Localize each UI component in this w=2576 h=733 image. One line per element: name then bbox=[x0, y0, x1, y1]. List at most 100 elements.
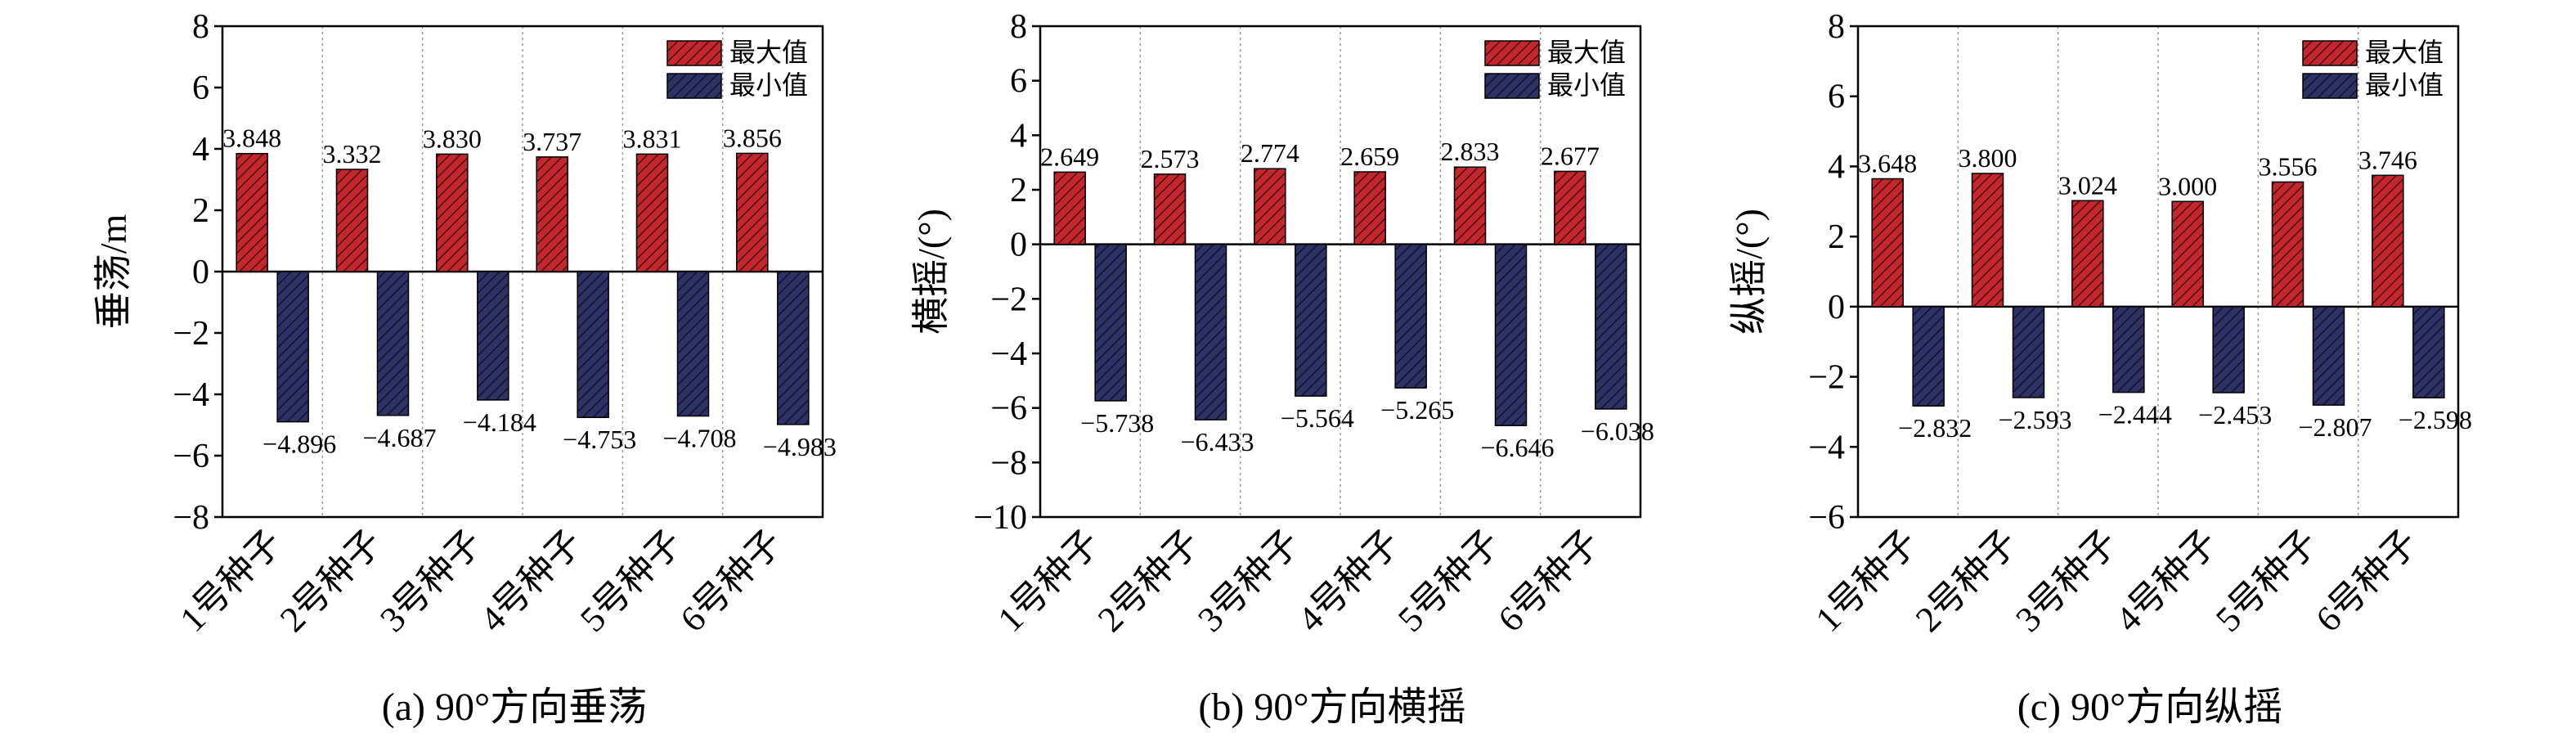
data-label: 3.800 bbox=[1959, 143, 2017, 173]
max-bar bbox=[736, 152, 769, 272]
y-tick-label: −10 bbox=[973, 499, 1027, 537]
data-label: 2.833 bbox=[1441, 137, 1500, 166]
x-category-label: 4号种子 bbox=[473, 522, 590, 640]
x-category-label: 5号种子 bbox=[2208, 522, 2326, 640]
min-bar bbox=[676, 271, 710, 417]
data-label: −6.433 bbox=[1180, 427, 1254, 456]
y-tick-label: −2 bbox=[990, 281, 1027, 318]
max-bar bbox=[635, 153, 669, 272]
data-label: 3.831 bbox=[623, 124, 682, 153]
x-category-label: 5号种子 bbox=[572, 522, 690, 640]
data-label: −4.896 bbox=[263, 429, 336, 459]
max-bar bbox=[1053, 171, 1086, 245]
legend-swatch-max bbox=[666, 40, 722, 66]
x-category-label: 2号种子 bbox=[272, 522, 390, 640]
min-bar bbox=[2112, 306, 2145, 393]
y-tick-label: 2 bbox=[1828, 218, 1845, 256]
data-label: −2.453 bbox=[2198, 400, 2272, 429]
legend-swatch-min bbox=[2302, 73, 2358, 99]
x-category-label: 3号种子 bbox=[1190, 522, 1308, 640]
y-tick-label: −6 bbox=[173, 438, 209, 475]
y-tick-label: −8 bbox=[990, 444, 1027, 482]
max-bar bbox=[335, 169, 369, 272]
y-tick-label: −2 bbox=[173, 315, 209, 353]
y-tick-label: 0 bbox=[192, 254, 209, 291]
panel-caption: (b) 90°方向横摇 bbox=[1198, 686, 1465, 729]
data-label: −6.038 bbox=[1581, 416, 1654, 446]
data-label: 3.746 bbox=[2358, 145, 2417, 174]
data-label: 3.332 bbox=[323, 139, 382, 169]
data-label: 2.649 bbox=[1040, 142, 1099, 171]
chart-panel-2: 2.649 2.573 2.774 2.659 2.833 2.677 −5.738 −6.4… bbox=[910, 8, 1654, 729]
y-tick-label: 6 bbox=[192, 70, 209, 107]
min-bar bbox=[777, 271, 810, 425]
min-bar bbox=[477, 271, 509, 401]
max-bar bbox=[1254, 168, 1286, 245]
y-tick-label: −6 bbox=[990, 390, 1027, 428]
legend-label-max: 最大值 bbox=[1547, 38, 1626, 67]
x-category-label: 5号种子 bbox=[1390, 522, 1508, 640]
data-label: −4.184 bbox=[463, 407, 536, 437]
legend-label-min: 最小值 bbox=[1547, 70, 1626, 100]
data-label: −4.708 bbox=[662, 424, 736, 453]
panel-caption: (a) 90°方向垂荡 bbox=[382, 686, 647, 729]
x-category-label: 2号种子 bbox=[1090, 522, 1208, 640]
data-label: 3.648 bbox=[1858, 149, 1917, 178]
data-label: −2.832 bbox=[1898, 413, 1972, 443]
max-bar bbox=[236, 152, 268, 272]
y-tick-label: 4 bbox=[192, 131, 209, 169]
data-label: 2.659 bbox=[1340, 142, 1399, 171]
data-label: 3.737 bbox=[523, 127, 581, 156]
data-label: −5.738 bbox=[1080, 408, 1154, 438]
min-bar bbox=[1094, 243, 1127, 402]
x-category-label: 6号种子 bbox=[672, 522, 790, 640]
y-tick-label: 2 bbox=[192, 192, 209, 230]
min-bar bbox=[276, 271, 309, 423]
y-tick-label: 6 bbox=[1010, 63, 1027, 101]
plot-frame bbox=[1039, 25, 1642, 519]
data-label: 3.024 bbox=[2058, 170, 2117, 200]
legend-label-min: 最小值 bbox=[729, 70, 808, 100]
min-bar bbox=[1912, 306, 1945, 407]
data-label: 3.830 bbox=[423, 124, 482, 153]
y-tick-label: 4 bbox=[1828, 148, 1845, 186]
max-bar bbox=[1871, 178, 1904, 308]
max-bar bbox=[2271, 181, 2304, 308]
legend-label-min: 最小值 bbox=[2365, 70, 2444, 100]
min-bar bbox=[1394, 243, 1427, 389]
data-label: 3.000 bbox=[2158, 171, 2217, 200]
y-tick-label: −2 bbox=[1808, 359, 1845, 397]
max-bar bbox=[436, 153, 469, 272]
x-category-label: 1号种子 bbox=[173, 522, 290, 640]
y-tick-label: 8 bbox=[192, 8, 209, 46]
min-bar bbox=[2012, 306, 2045, 398]
max-bar bbox=[536, 156, 568, 272]
x-category-label: 6号种子 bbox=[2308, 522, 2426, 640]
data-label: −2.444 bbox=[2098, 400, 2172, 429]
y-tick-label: 0 bbox=[1828, 289, 1845, 326]
x-category-label: 6号种子 bbox=[1490, 522, 1608, 640]
data-label: −2.807 bbox=[2298, 412, 2372, 442]
max-bar bbox=[2171, 200, 2204, 308]
data-label: 2.677 bbox=[1541, 141, 1600, 170]
max-bar bbox=[1453, 166, 1487, 245]
min-bar bbox=[2312, 306, 2345, 406]
x-category-label: 2号种子 bbox=[1908, 522, 2026, 640]
panel-caption: (c) 90°方向纵摇 bbox=[2017, 686, 2282, 729]
min-bar bbox=[1494, 243, 1528, 426]
max-bar bbox=[1554, 170, 1586, 245]
min-bar bbox=[2412, 306, 2445, 398]
plot-frame bbox=[1856, 25, 2460, 519]
max-bar bbox=[2071, 200, 2104, 308]
y-tick-label: 8 bbox=[1010, 8, 1027, 46]
y-tick-label: 2 bbox=[1010, 172, 1027, 209]
legend-swatch-min bbox=[1484, 73, 1540, 99]
y-axis-label: 纵摇/(°) bbox=[1728, 209, 1770, 335]
data-label: −6.646 bbox=[1480, 433, 1554, 462]
data-label: 3.848 bbox=[222, 124, 281, 153]
